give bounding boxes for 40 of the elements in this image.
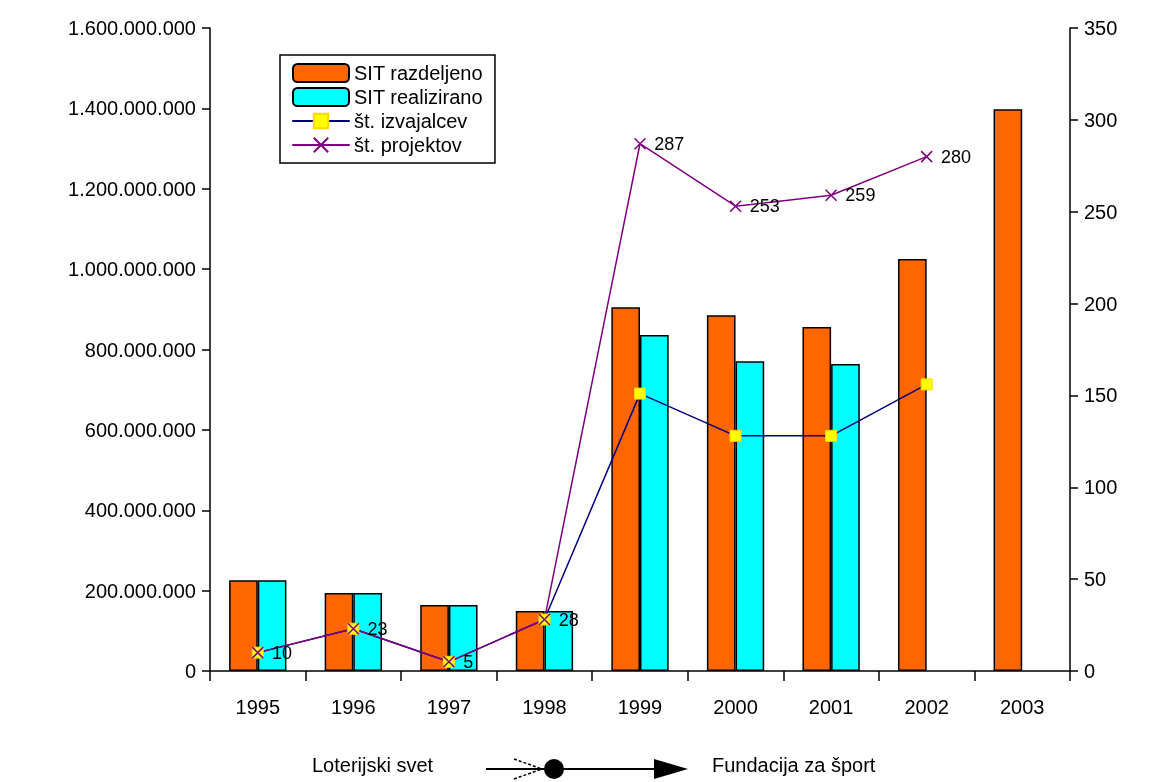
y-tick-label: 1.000.000.000 [68,258,196,281]
y-tick-label: 800.000.000 [84,338,196,361]
y-tick-label: 1.600.000.000 [68,17,196,39]
data-label: 280 [940,146,971,167]
y-tick-label: 0 [184,660,196,682]
data-label: 287 [654,133,685,154]
point [633,137,647,150]
y-tick-label: 400.000.000 [84,499,196,522]
data-label: 5 [463,651,474,672]
y-tick-label: 1.200.000.000 [68,177,196,200]
x-tick-label: 1995 [235,696,281,718]
x-tick-label: 1996 [331,696,376,718]
y2-tick-label: 300 [1084,108,1118,131]
x-tick-label: 1999 [617,696,663,718]
y2-tick-label: 0 [1084,660,1096,682]
y2-tick-label: 200 [1084,292,1118,315]
y-tick-label: 200.000.000 [84,579,196,602]
y2-tick-label: 250 [1084,200,1118,223]
point [824,188,838,202]
y-tick-label: 600.000.000 [84,418,196,441]
x-tick-label: 1998 [522,696,567,718]
x-tick-label: 2003 [999,696,1045,718]
legend-label: št. projektov [354,134,462,156]
point [729,199,742,213]
y2-tick-label: 50 [1084,568,1107,591]
legend-label: SIT realizirano [354,86,483,108]
x-tick-label: 2001 [808,696,854,718]
y2-tick-label: 350 [1084,17,1118,39]
y2-tick-label: 150 [1084,384,1118,407]
x-tick-label: 2000 [713,696,758,718]
text: Loterijski svet [312,754,434,776]
data-label: 259 [845,185,876,206]
text: Fundacija za šport [712,754,876,776]
y2-tick-label: 100 [1084,476,1118,499]
x-tick-label: 1997 [426,696,472,718]
x-tick-label: 2002 [904,696,949,718]
y-tick-label: 1.400.000.000 [68,97,196,120]
point [920,150,933,163]
legend-label: SIT razdeljeno [354,62,483,84]
legend-label: št. izvajalcev [354,110,468,132]
